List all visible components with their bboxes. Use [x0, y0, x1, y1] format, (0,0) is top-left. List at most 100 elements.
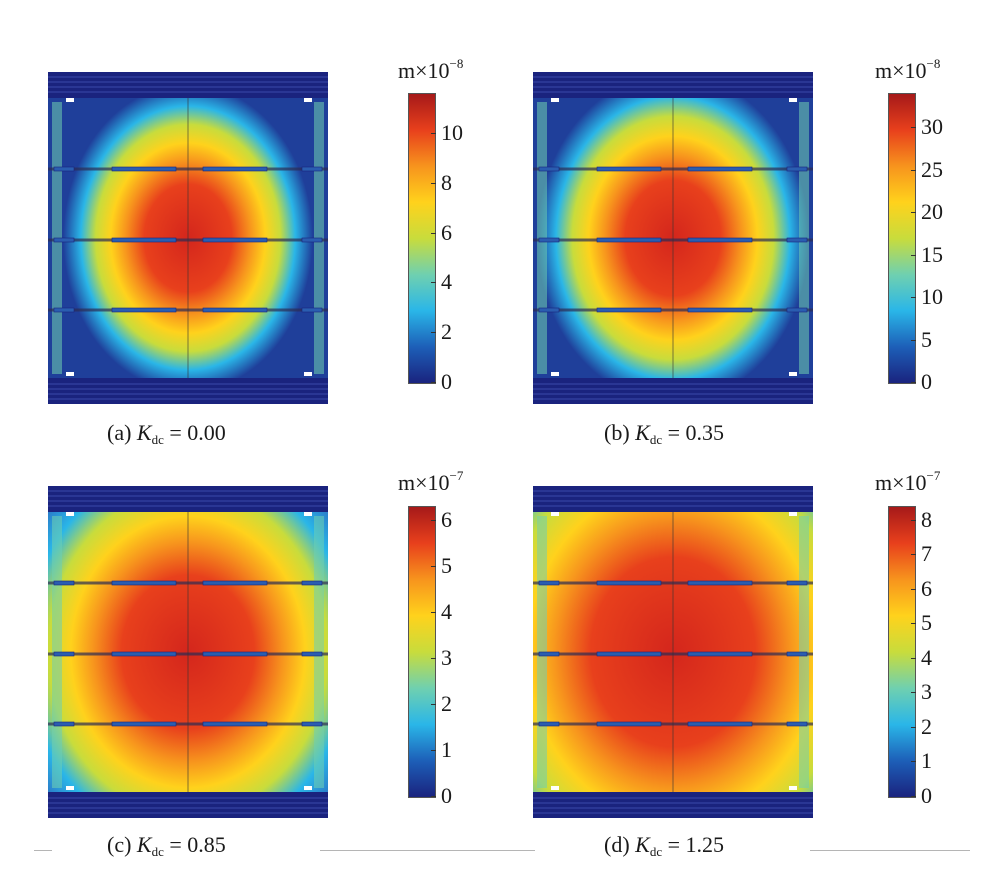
caption-prefix: (c) [107, 832, 132, 857]
colorbar-tick-label: 6 [441, 506, 452, 532]
caption-subscript: dc [649, 844, 663, 859]
colorbar-tick-label: 0 [441, 369, 452, 394]
caption-value: = 0.85 [169, 832, 226, 857]
colorbar-tick-label: 25 [921, 156, 943, 182]
caption-d: (d) Kdc = 1.25 [604, 832, 724, 860]
colorbar-tick-label: 20 [921, 199, 943, 224]
colorbar-tick-mark [911, 382, 916, 383]
displacement-map-c [48, 486, 328, 818]
unit-exponent: −7 [926, 468, 941, 483]
colorbar-tick-label: 10 [441, 119, 463, 145]
colorbar-tick-mark [431, 232, 436, 234]
colorbar-tick-label: 6 [921, 575, 932, 601]
caption-c: (c) Kdc = 0.85 [107, 832, 226, 860]
caption-prefix: (d) [604, 832, 630, 857]
colorbar-tick-label: 4 [441, 269, 452, 295]
colorbar-tick-label: 1 [441, 736, 452, 762]
colorbar-tick-mark [911, 657, 916, 659]
unit-label-a: m×10−8 [398, 56, 463, 84]
colorbar-tick-mark [431, 519, 436, 521]
colorbar-tick-mark [911, 339, 916, 341]
colorbar-tick-mark [431, 282, 436, 284]
displacement-map-b [533, 72, 813, 404]
colorbar-tick-label: 0 [921, 369, 932, 394]
colorbar-tick-mark [431, 132, 436, 134]
colorbar-d [888, 506, 916, 798]
unit-base: m×10 [875, 470, 927, 495]
colorbar-tick-label: 0 [441, 783, 452, 808]
caption-value: = 1.25 [667, 832, 725, 857]
unit-base: m×10 [875, 58, 927, 83]
colorbar-tick-mark [911, 297, 916, 298]
colorbar-tick-mark [911, 726, 916, 728]
colorbar-tick-mark [431, 796, 436, 797]
colorbar-tick-label: 10 [921, 284, 943, 309]
caption-a: (a) Kdc = 0.00 [107, 420, 226, 448]
colorbar-tick-mark [911, 796, 916, 797]
unit-exponent: −8 [926, 56, 941, 71]
colorbar-tick-mark [431, 703, 436, 705]
colorbar-tick-mark [431, 657, 436, 659]
colorbar-tick-mark [911, 127, 916, 128]
unit-label-b: m×10−8 [875, 56, 940, 84]
colorbar-tick-mark [431, 749, 436, 751]
colorbar-tick-mark [911, 169, 916, 171]
caption-symbol: K [136, 420, 152, 445]
colorbar-c [408, 506, 436, 798]
colorbar-tick-mark [911, 692, 916, 694]
unit-label-c: m×10−7 [398, 468, 463, 496]
bottom-rule-middle [320, 850, 535, 851]
colorbar-tick-mark [431, 182, 436, 184]
colorbar-b [888, 93, 916, 384]
colorbar-tick-label: 6 [441, 219, 452, 245]
caption-prefix: (a) [107, 420, 132, 445]
caption-symbol: K [635, 420, 650, 445]
colorbar-tick-mark [911, 254, 916, 256]
colorbar-tick-mark [911, 588, 916, 590]
bottom-rule-left [34, 850, 52, 851]
colorbar-tick-mark [431, 565, 436, 567]
caption-symbol: K [635, 832, 650, 857]
colorbar-tick-label: 3 [921, 679, 932, 705]
displacement-map-d [533, 486, 813, 818]
colorbar-tick-mark [911, 761, 916, 763]
colorbar-tick-label: 2 [441, 319, 452, 345]
colorbar-tick-label: 8 [921, 506, 932, 532]
unit-base: m×10 [398, 58, 450, 83]
colorbar-tick-label: 4 [441, 598, 452, 624]
caption-subscript: dc [151, 432, 164, 447]
colorbar-tick-label: 2 [441, 690, 452, 716]
colorbar-tick-label: 8 [441, 169, 452, 195]
colorbar-a [408, 93, 436, 384]
colorbar-tick-mark [911, 623, 916, 625]
colorbar-tick-label: 3 [441, 644, 452, 670]
caption-b: (b) Kdc = 0.35 [604, 420, 724, 448]
unit-exponent: −7 [449, 468, 464, 483]
unit-exponent: −8 [449, 56, 464, 71]
caption-value: = 0.00 [169, 420, 226, 445]
unit-base: m×10 [398, 470, 450, 495]
caption-subscript: dc [151, 844, 164, 859]
bottom-rule-right [810, 850, 970, 851]
colorbar-tick-label: 0 [921, 783, 932, 808]
colorbar-tick-mark [431, 382, 436, 383]
colorbar-tick-label: 4 [921, 644, 932, 670]
colorbar-tick-label: 7 [921, 541, 932, 567]
colorbar-tick-label: 2 [921, 713, 932, 739]
caption-symbol: K [136, 832, 152, 857]
colorbar-tick-label: 5 [921, 610, 932, 636]
colorbar-tick-label: 15 [921, 241, 943, 267]
displacement-map-a [48, 72, 328, 404]
caption-subscript: dc [649, 432, 663, 447]
colorbar-tick-mark [911, 554, 916, 556]
colorbar-tick-label: 5 [921, 326, 932, 352]
caption-prefix: (b) [604, 420, 630, 445]
colorbar-tick-label: 30 [921, 114, 943, 139]
colorbar-tick-mark [911, 519, 916, 521]
caption-value: = 0.35 [667, 420, 725, 445]
unit-label-d: m×10−7 [875, 468, 940, 496]
colorbar-tick-label: 1 [921, 748, 932, 774]
colorbar-tick-label: 5 [441, 552, 452, 578]
colorbar-tick-mark [431, 611, 436, 613]
colorbar-tick-mark [431, 332, 436, 334]
